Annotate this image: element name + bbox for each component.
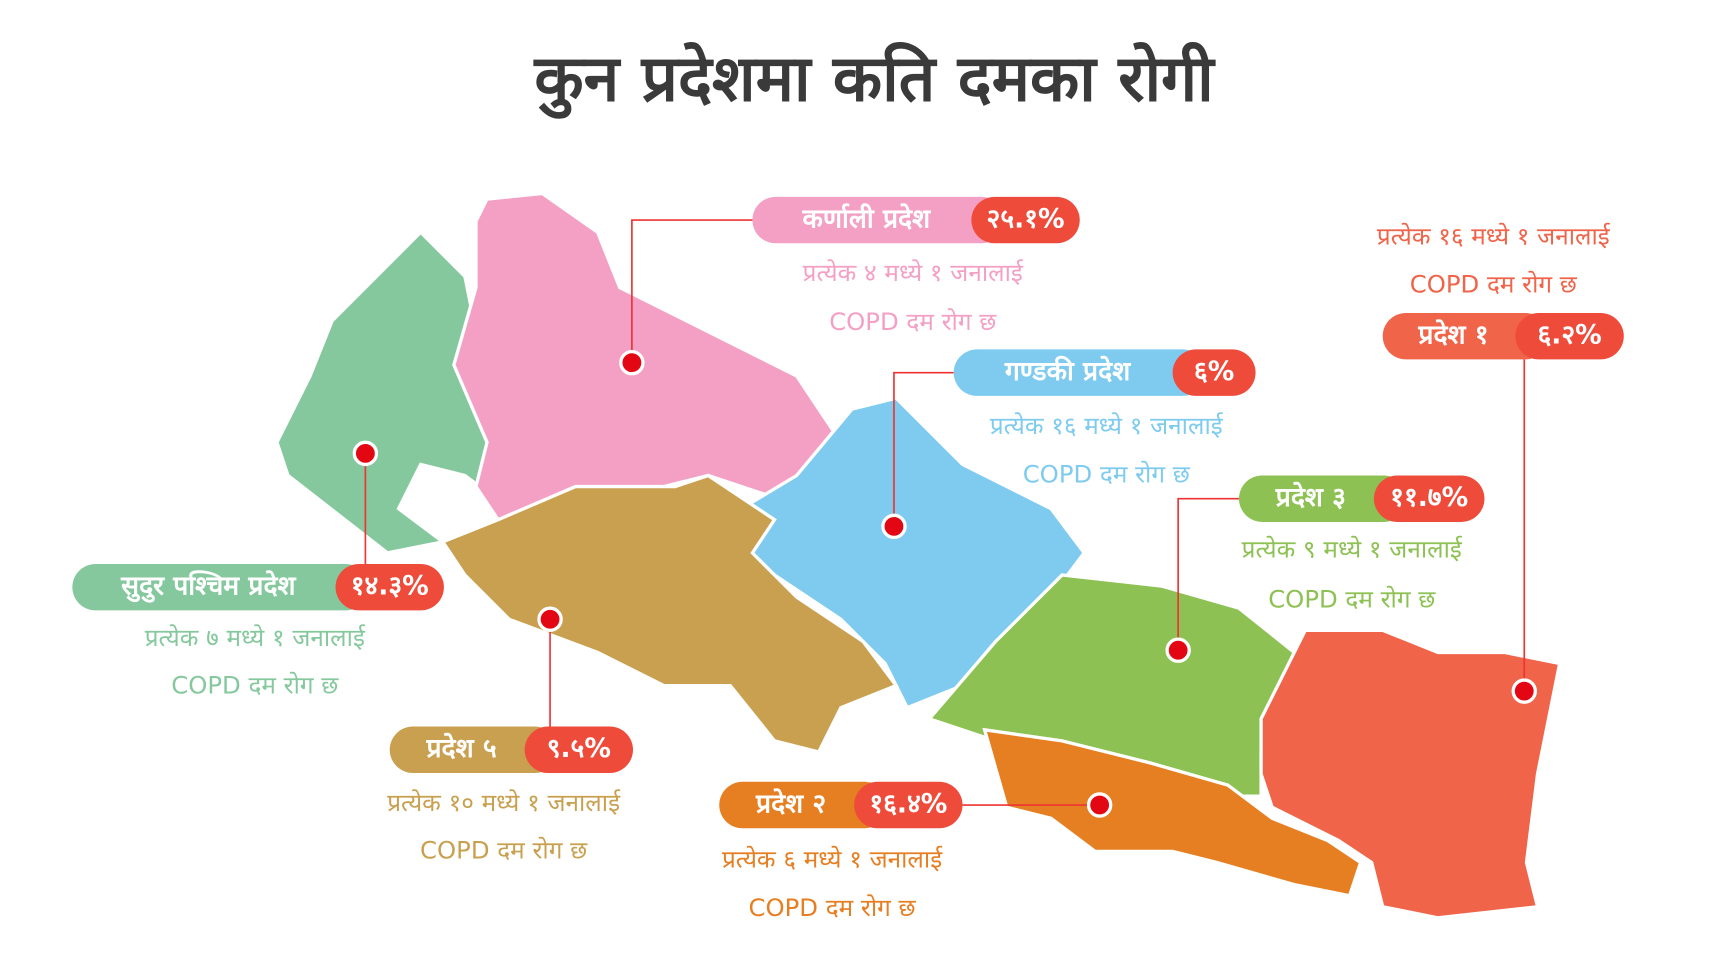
ratio-text: प्रत्येक ९ मध्ये १ जनालाई: [1242, 535, 1463, 564]
province-name: सुदुर पश्चिम प्रदेश: [120, 570, 296, 604]
marker-dot: [1165, 637, 1191, 663]
province-percent: १६.४%: [869, 789, 947, 820]
marker-dot: [537, 606, 563, 632]
disease-text: COPD दम रोग छ: [748, 893, 916, 922]
marker-dot: [1511, 678, 1537, 704]
name-pill: [1382, 312, 1549, 360]
marker-dot: [352, 440, 379, 467]
labels: सुदुर पश्चिम प्रदेश १४.३% प्रत्येक ७ मध्ये…: [72, 196, 1624, 922]
percent-pill: [1172, 349, 1256, 396]
leader-line: [893, 371, 954, 527]
title: कुन प्रदेशमा कति दमका रोगी: [532, 42, 1216, 120]
province-name: प्रदेश ५: [425, 732, 496, 764]
leader-line: [631, 219, 753, 363]
name-pill: [719, 781, 888, 829]
ratio-text: प्रत्येक १० मध्ये १ जनालाई: [387, 788, 621, 817]
province-percent: ६%: [1194, 356, 1234, 387]
province-percent: ११.७%: [1390, 482, 1468, 513]
marker-dot: [881, 513, 907, 540]
province-percent: १४.३%: [351, 571, 429, 602]
province-name: प्रदेश २: [755, 788, 826, 820]
name-pill: [1238, 475, 1408, 522]
province-percent: २५.१%: [987, 204, 1065, 235]
name-pill: [389, 726, 558, 773]
name-pill: [953, 349, 1206, 396]
percent-pill: [524, 726, 633, 773]
percent-pill: [854, 781, 963, 829]
province-percent: ६.२%: [1537, 320, 1601, 351]
percent-pill: [1373, 475, 1485, 522]
percent-pill: [335, 563, 444, 611]
map: [275, 191, 1562, 920]
province-shape: [275, 229, 522, 555]
disease-text: COPD दम रोग छ: [171, 671, 339, 700]
name-pill: [752, 196, 1005, 244]
ratio-text: प्रत्येक १६ मध्ये १ जनालाई: [1377, 222, 1611, 251]
ratio-text: प्रत्येक १६ मध्ये १ जनालाई: [990, 411, 1224, 440]
disease-text: COPD दम रोग छ: [1023, 459, 1191, 488]
province-shape: [440, 473, 899, 754]
disease-text: COPD दम रोग छ: [829, 307, 997, 336]
province-percent: ९.५%: [547, 733, 611, 764]
province-name: प्रदेश १: [1417, 319, 1488, 351]
province-shape: [1259, 628, 1562, 920]
disease-text: COPD दम रोग छ: [420, 835, 588, 864]
ratio-text: प्रत्येक ४ मध्ये १ जनालाई: [803, 258, 1024, 287]
ratio-text: प्रत्येक ७ मध्ये १ जनालाई: [145, 623, 366, 652]
province-name: कर्णाली प्रदेश: [801, 203, 931, 235]
name-pill: [72, 563, 369, 611]
disease-text: COPD दम रोग छ: [1268, 584, 1436, 613]
province-shape: [982, 727, 1363, 898]
percent-pill: [971, 196, 1080, 244]
province-name: गण्डकी प्रदेश: [1004, 355, 1131, 387]
province-name: प्रदेश ३: [1275, 481, 1346, 513]
percent-pill: [1515, 312, 1624, 360]
marker-dot: [1086, 792, 1113, 818]
marker-dot: [619, 349, 645, 376]
leader-line: [1177, 497, 1239, 651]
disease-text: COPD दम रोग छ: [1410, 269, 1578, 298]
ratio-text: प्रत्येक ६ मध्ये १ जनालाई: [722, 844, 943, 873]
